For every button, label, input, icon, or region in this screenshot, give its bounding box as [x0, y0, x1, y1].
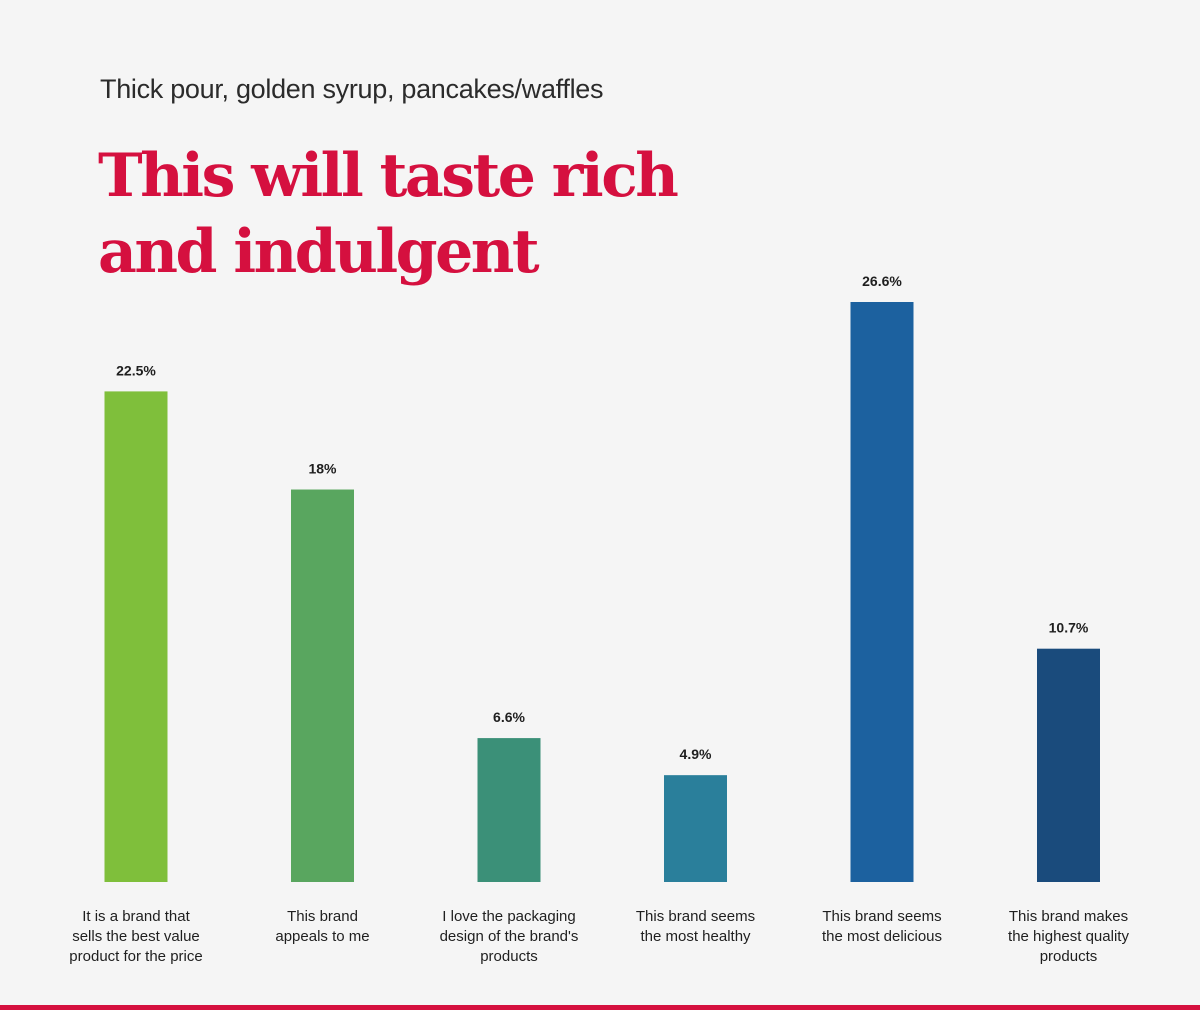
- category-label-line: product for the price: [69, 948, 203, 965]
- bar-2: [291, 489, 354, 882]
- bar-1: [104, 391, 168, 882]
- bar-value-label-2: 18%: [308, 461, 337, 477]
- category-label-2: This brand appeals to me: [223, 907, 423, 947]
- category-label-line: the most healthy: [640, 928, 751, 945]
- category-label-3: I love the packaging design of the brand'…: [409, 907, 609, 967]
- category-label-line: appeals to me: [275, 928, 370, 945]
- bar-5: [850, 302, 914, 882]
- category-label-line: I love the packaging: [442, 908, 576, 925]
- category-label-line: It is a brand that: [82, 908, 190, 925]
- category-label-1: It is a brand that sells the best value pr…: [36, 907, 236, 967]
- category-label-line: the highest quality: [1008, 928, 1129, 945]
- category-label-line: products: [1039, 948, 1098, 965]
- category-label-line: This brand seems: [822, 908, 942, 925]
- category-label-4: This brand seems the most healthy: [596, 907, 796, 947]
- category-label-line: design of the brand's: [439, 928, 579, 945]
- chart-subtitle: Thick pour, golden syrup, pancakes/waffl…: [100, 74, 604, 104]
- bar-6: [1037, 648, 1100, 882]
- category-label-5: This brand seems the most delicious: [782, 907, 982, 947]
- category-label-line: This brand makes: [1008, 908, 1129, 925]
- category-label-line: products: [480, 948, 538, 965]
- category-label-line: This brand: [287, 908, 358, 925]
- bar-4: [664, 775, 727, 882]
- bar-3: [477, 738, 541, 882]
- bar-value-label-5: 26.6%: [862, 273, 902, 289]
- category-label-6: This brand makes the highest quality produ…: [969, 907, 1169, 967]
- category-label-line: This brand seems: [635, 908, 756, 925]
- bar-value-label-4: 4.9%: [680, 746, 712, 762]
- bar-value-label-1: 22.5%: [116, 362, 156, 378]
- bottom-rule: [0, 1005, 1200, 1010]
- bar-value-label-6: 10.7%: [1049, 620, 1089, 636]
- category-label-line: the most delicious: [821, 928, 943, 945]
- category-label-line: sells the best value: [72, 928, 200, 945]
- chart-title: This will taste rich and indulgent: [98, 141, 679, 287]
- bar-value-label-3: 6.6%: [493, 709, 525, 725]
